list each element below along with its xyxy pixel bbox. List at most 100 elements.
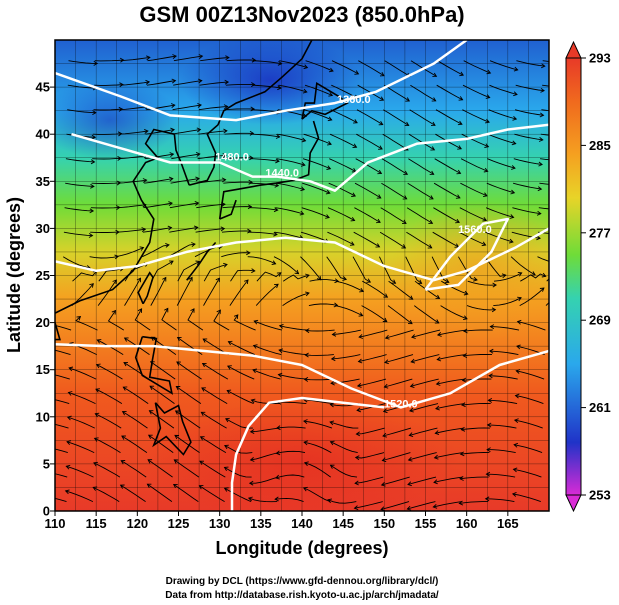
streamline-arrowhead <box>382 317 388 323</box>
streamline <box>460 158 488 172</box>
streamline-arrowhead <box>316 275 322 281</box>
streamline <box>198 105 228 111</box>
streamline <box>461 133 489 148</box>
streamline <box>226 59 256 62</box>
streamline <box>305 60 334 72</box>
streamline-arrowhead <box>199 460 204 465</box>
streamline-arrowhead <box>274 283 279 289</box>
streamline <box>378 256 396 284</box>
streamline <box>331 354 361 360</box>
streamline-arrowhead <box>384 334 390 340</box>
streamline <box>488 109 517 120</box>
x-tick-label: 140 <box>291 516 313 531</box>
contour-line <box>55 40 468 122</box>
streamline <box>255 283 279 306</box>
streamline <box>256 271 282 282</box>
streamline <box>274 231 304 239</box>
streamline-arrowhead <box>350 216 356 222</box>
streamline <box>383 109 409 126</box>
streamline <box>305 354 334 356</box>
streamline <box>66 441 95 454</box>
contour-label: 1480.0 <box>215 152 249 164</box>
streamline-arrowhead <box>215 277 220 283</box>
streamline-arrowhead <box>224 79 230 85</box>
streamline <box>229 279 249 306</box>
streamline <box>309 279 339 282</box>
streamline <box>171 129 201 135</box>
streamline-arrowhead <box>93 461 98 467</box>
streamline <box>407 182 434 200</box>
streamline <box>224 487 252 503</box>
warm-region-east <box>390 200 549 340</box>
streamline <box>437 329 467 336</box>
streamline-arrowhead <box>492 282 497 288</box>
streamline <box>222 206 252 209</box>
streamline-arrowhead <box>303 64 309 70</box>
streamline <box>327 207 355 221</box>
streamline-arrowhead <box>149 385 155 391</box>
streamline <box>107 310 125 331</box>
streamline <box>200 436 227 453</box>
streamline <box>326 256 347 280</box>
streamline-arrowhead <box>484 143 490 148</box>
streamline <box>95 413 122 429</box>
streamline-arrowhead <box>303 440 308 446</box>
streamline-arrowhead <box>91 134 97 140</box>
streamline <box>146 80 176 86</box>
streamline <box>542 84 549 87</box>
streamline <box>540 158 549 161</box>
streamline <box>251 399 280 405</box>
streamline <box>467 280 497 286</box>
streamline <box>177 337 203 355</box>
streamline <box>199 81 229 86</box>
streamline-arrowhead <box>485 118 490 124</box>
streamline-arrowhead <box>223 128 228 134</box>
streamline <box>275 497 304 503</box>
streamline-arrowhead <box>349 241 355 246</box>
streamline-arrowhead <box>199 436 205 441</box>
streamline <box>542 60 549 62</box>
streamline-arrowhead <box>357 358 363 364</box>
contour-label: 1560.0 <box>458 224 492 236</box>
streamline <box>116 228 146 233</box>
streamline-arrowhead <box>201 387 206 392</box>
streamline-arrowhead <box>427 244 433 249</box>
streamline <box>120 81 150 86</box>
streamline-arrowhead <box>459 451 465 457</box>
streamline <box>120 460 147 478</box>
streamline-arrowhead <box>328 67 334 73</box>
colorbar-top-arrow <box>565 40 582 59</box>
streamline-arrowhead <box>252 344 258 349</box>
streamline <box>460 452 490 455</box>
streamline <box>489 60 518 71</box>
streamline <box>117 179 147 184</box>
streamline <box>434 452 464 459</box>
streamline <box>487 449 516 454</box>
streamline <box>434 158 461 174</box>
streamline-arrowhead <box>172 54 177 59</box>
streamline <box>354 207 381 223</box>
streamline-arrowhead <box>402 195 408 200</box>
streamline-arrowhead <box>436 356 442 362</box>
streamline-arrowhead <box>538 161 543 167</box>
streamline <box>410 84 436 102</box>
streamline-arrowhead <box>93 60 99 66</box>
streamline-arrowhead <box>430 121 436 127</box>
streamline <box>55 448 68 454</box>
streamline-arrowhead <box>326 165 332 170</box>
streamline <box>493 297 522 307</box>
streamline-arrowhead <box>162 276 167 282</box>
streamline <box>435 427 464 434</box>
streamline <box>169 226 198 233</box>
streamline-arrowhead <box>275 134 281 139</box>
streamline <box>55 497 67 503</box>
streamline <box>196 203 225 209</box>
streamline-arrowhead <box>275 474 280 480</box>
streamline-arrowhead <box>136 277 141 283</box>
streamline-arrowhead <box>514 393 520 399</box>
streamline-arrowhead <box>407 481 412 487</box>
streamline-arrowhead <box>172 483 178 489</box>
streamline <box>170 178 200 184</box>
streamline-arrowhead <box>273 231 278 237</box>
